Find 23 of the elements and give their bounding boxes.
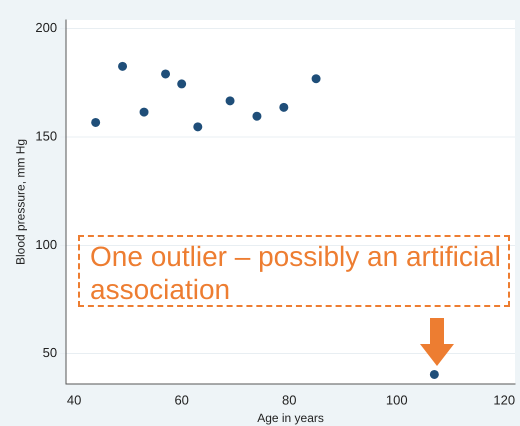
point — [91, 118, 100, 127]
x-tick-label: 60 — [174, 392, 189, 408]
annotation: One outlier – possibly an artificial association — [78, 235, 510, 307]
x-axis-title: Age in years — [257, 411, 324, 426]
y-axis-title: Blood pressure, mm Hg — [14, 138, 28, 266]
y-tick-label: 50 — [42, 345, 58, 360]
y-tick-label: 100 — [35, 236, 58, 252]
point — [140, 108, 149, 117]
point — [312, 74, 321, 84]
point — [177, 79, 186, 88]
x-tick-label: 120 — [493, 392, 516, 408]
x-tick-label: 80 — [282, 392, 296, 408]
point — [252, 112, 262, 121]
x-tick-label: 40 — [66, 392, 82, 408]
y-tick-label: 200 — [35, 20, 58, 36]
point — [193, 122, 202, 132]
point — [118, 62, 128, 71]
point — [226, 96, 235, 106]
point — [161, 69, 170, 78]
point — [430, 370, 439, 379]
point — [279, 102, 288, 112]
y-tick-label: 150 — [35, 128, 58, 144]
x-tick-label: 100 — [386, 392, 408, 408]
